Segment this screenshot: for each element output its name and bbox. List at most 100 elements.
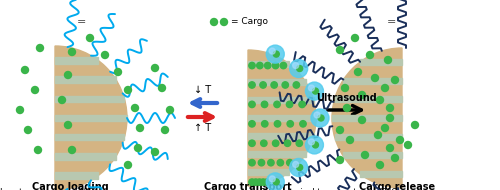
Circle shape	[124, 162, 132, 169]
Circle shape	[266, 173, 284, 190]
Circle shape	[286, 159, 293, 166]
Circle shape	[312, 88, 318, 94]
Text: =: =	[78, 17, 86, 27]
Bar	[55, 153, 116, 160]
Circle shape	[336, 47, 344, 54]
Circle shape	[274, 121, 280, 127]
Circle shape	[32, 86, 38, 93]
Bar	[55, 77, 116, 83]
Bar	[55, 173, 98, 179]
Circle shape	[346, 136, 354, 143]
Circle shape	[318, 115, 324, 121]
Circle shape	[358, 116, 366, 124]
Bar	[248, 79, 306, 85]
Circle shape	[260, 179, 266, 185]
Circle shape	[124, 86, 132, 93]
Bar	[343, 152, 402, 158]
Bar	[55, 57, 98, 63]
Circle shape	[262, 121, 268, 127]
Circle shape	[284, 140, 290, 146]
Wedge shape	[332, 48, 402, 188]
Bar	[332, 115, 402, 121]
Circle shape	[366, 51, 374, 59]
Circle shape	[293, 82, 300, 88]
Text: Cargo transport: Cargo transport	[204, 182, 292, 190]
Circle shape	[270, 48, 276, 54]
Bar	[248, 133, 314, 139]
Circle shape	[292, 63, 298, 69]
Circle shape	[249, 62, 255, 69]
Bar	[360, 59, 402, 65]
Bar	[248, 115, 316, 121]
Bar	[55, 115, 127, 121]
Text: ↓ T: ↓ T	[194, 85, 211, 95]
Circle shape	[392, 77, 398, 83]
Circle shape	[299, 101, 306, 108]
Circle shape	[290, 59, 308, 78]
Circle shape	[392, 154, 398, 162]
Circle shape	[256, 179, 262, 185]
Circle shape	[64, 71, 71, 78]
Text: = Cargo: = Cargo	[231, 17, 268, 26]
Circle shape	[308, 139, 314, 145]
Circle shape	[34, 146, 42, 154]
Circle shape	[210, 18, 218, 25]
Circle shape	[362, 151, 368, 158]
Bar	[55, 96, 124, 102]
Circle shape	[274, 179, 280, 185]
Circle shape	[266, 45, 284, 63]
Circle shape	[249, 140, 255, 146]
Circle shape	[252, 179, 259, 185]
Circle shape	[264, 62, 271, 69]
Circle shape	[277, 159, 283, 166]
Circle shape	[158, 85, 166, 92]
Circle shape	[68, 48, 75, 55]
Text: Ultrasound: Ultrasound	[316, 93, 377, 103]
Circle shape	[152, 149, 158, 155]
Circle shape	[342, 85, 348, 92]
Circle shape	[376, 162, 384, 169]
Circle shape	[354, 69, 362, 75]
Circle shape	[249, 159, 255, 166]
Circle shape	[282, 82, 288, 88]
Circle shape	[412, 121, 418, 128]
Circle shape	[102, 51, 108, 59]
Circle shape	[132, 105, 138, 112]
Text: ↑ T: ↑ T	[194, 123, 211, 133]
Circle shape	[352, 35, 358, 41]
Circle shape	[68, 146, 75, 154]
Circle shape	[260, 82, 266, 88]
Circle shape	[386, 115, 394, 121]
Circle shape	[272, 62, 279, 69]
Circle shape	[162, 127, 168, 134]
Circle shape	[311, 109, 329, 127]
Circle shape	[114, 69, 121, 75]
Circle shape	[404, 142, 411, 149]
Circle shape	[306, 82, 324, 100]
Circle shape	[271, 82, 278, 88]
Circle shape	[16, 107, 24, 113]
Circle shape	[296, 66, 302, 72]
Bar	[343, 78, 402, 84]
Circle shape	[386, 105, 394, 112]
Circle shape	[280, 62, 286, 69]
Circle shape	[134, 145, 141, 151]
Circle shape	[220, 18, 228, 25]
Circle shape	[296, 165, 302, 170]
Circle shape	[64, 121, 71, 128]
Circle shape	[152, 64, 158, 71]
Circle shape	[249, 179, 255, 185]
Circle shape	[292, 162, 298, 167]
Circle shape	[258, 159, 264, 166]
Circle shape	[382, 124, 388, 131]
Wedge shape	[248, 50, 316, 186]
Circle shape	[58, 97, 66, 104]
Circle shape	[306, 136, 324, 154]
Circle shape	[290, 158, 308, 177]
Circle shape	[308, 85, 314, 91]
Circle shape	[136, 124, 143, 131]
Circle shape	[382, 85, 388, 92]
Bar	[334, 134, 402, 140]
Circle shape	[376, 97, 384, 104]
Circle shape	[272, 140, 279, 146]
